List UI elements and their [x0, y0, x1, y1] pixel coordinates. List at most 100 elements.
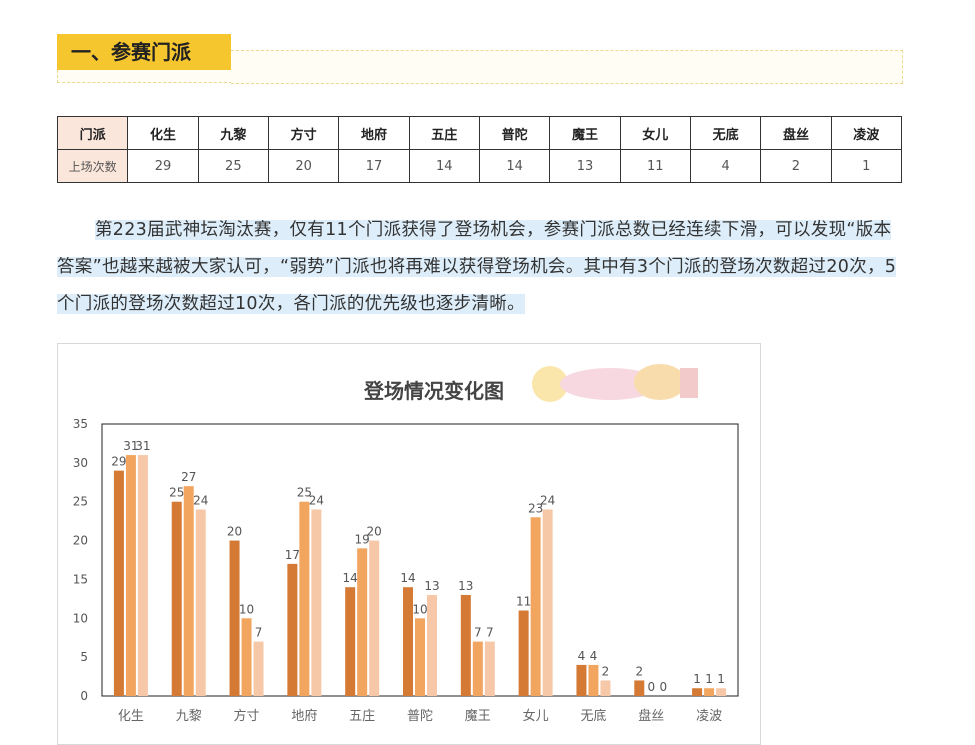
data-label: 24 — [309, 493, 324, 507]
data-label: 13 — [424, 579, 439, 593]
bar — [183, 486, 194, 696]
y-tick-label: 30 — [73, 456, 88, 470]
data-label: 25 — [169, 486, 184, 500]
watermark-shape — [560, 368, 660, 400]
data-label: 20 — [367, 525, 382, 539]
bar — [113, 470, 124, 696]
data-label: 14 — [343, 571, 358, 585]
data-label: 20 — [227, 525, 242, 539]
data-label: 29 — [111, 455, 126, 469]
data-label: 2 — [635, 664, 643, 678]
data-label: 24 — [540, 493, 555, 507]
bar — [253, 641, 264, 696]
data-label: 1 — [705, 672, 713, 686]
data-label: 24 — [193, 493, 208, 507]
watermark-mascot — [532, 366, 568, 402]
bar — [576, 664, 587, 696]
data-label: 10 — [239, 602, 254, 616]
table-header-cell: 方寸 — [267, 116, 340, 150]
chart-title: 登场情况变化图 — [363, 379, 504, 403]
x-tick-label: 凌波 — [696, 709, 722, 724]
table-cell: 11 — [619, 149, 691, 183]
watermark-shape — [680, 368, 698, 398]
table-cell: 13 — [549, 149, 621, 183]
bar — [171, 501, 182, 696]
bar — [542, 509, 553, 696]
x-tick-label: 九黎 — [176, 709, 202, 724]
x-tick-label: 化生 — [118, 709, 144, 724]
y-tick-label: 10 — [73, 611, 88, 625]
table-header-cell: 普陀 — [478, 116, 551, 150]
bar — [588, 664, 599, 696]
bar — [125, 455, 136, 696]
data-label: 1 — [717, 672, 725, 686]
table-cell: 20 — [267, 149, 340, 183]
data-label: 14 — [400, 571, 415, 585]
bar — [299, 501, 310, 696]
data-label: 11 — [516, 595, 531, 609]
table-header-cell: 盘丝 — [760, 116, 832, 150]
section-header: 一、参赛门派 — [57, 34, 903, 84]
table-header-cell: 无底 — [689, 116, 762, 150]
x-tick-label: 无底 — [580, 708, 606, 724]
table-cell: 14 — [408, 149, 480, 183]
table-header-cell: 凌波 — [830, 116, 903, 150]
table-header-cell: 五庄 — [408, 116, 480, 150]
table-cell: 25 — [197, 149, 269, 183]
table-cell: 14 — [478, 149, 551, 183]
bar — [634, 680, 645, 696]
table-cell: 29 — [127, 149, 199, 183]
sect-table: 门派 化生 九黎 方寸 地府 五庄 普陀 魔王 女儿 无底 盘丝 凌波 上场次数 29 25 20 17 1… — [56, 116, 903, 183]
table-header-cell: 女儿 — [619, 116, 691, 150]
y-tick-label: 0 — [80, 689, 88, 703]
section-decoration — [231, 50, 903, 84]
data-label: 10 — [412, 602, 427, 616]
bar — [415, 618, 425, 696]
data-label: 31 — [135, 439, 150, 453]
table-cell: 2 — [760, 149, 832, 183]
data-label: 4 — [578, 649, 586, 663]
table-header-row: 门派 化生 九黎 方寸 地府 五庄 普陀 魔王 女儿 无底 盘丝 凌波 — [56, 116, 903, 150]
bar — [530, 517, 541, 696]
bar — [195, 509, 206, 696]
data-label: 0 — [647, 680, 655, 694]
data-label: 4 — [590, 649, 598, 663]
data-label: 17 — [285, 548, 300, 562]
bar — [427, 594, 437, 696]
bar — [460, 594, 471, 696]
y-tick-label: 25 — [73, 495, 88, 509]
bar — [287, 563, 298, 696]
table-header-cell: 魔王 — [549, 116, 621, 150]
data-label: 13 — [458, 579, 473, 593]
data-label: 31 — [123, 439, 138, 453]
watermark-shape — [634, 364, 686, 400]
bar-chart: 登场情况变化图05101520253035化生293131九黎252724方寸2… — [73, 379, 739, 724]
y-tick-label: 15 — [73, 572, 88, 586]
y-tick-label: 35 — [73, 417, 88, 431]
x-tick-label: 方寸 — [234, 708, 260, 724]
x-tick-label: 地府 — [291, 709, 317, 724]
table-cell: 1 — [830, 149, 903, 183]
watermark-logo — [532, 364, 698, 402]
x-tick-label: 魔王 — [465, 709, 491, 724]
bar — [692, 688, 703, 696]
data-label: 2 — [602, 664, 610, 678]
bar — [369, 540, 380, 696]
data-label: 7 — [255, 626, 263, 640]
table-header-cell: 九黎 — [197, 116, 269, 150]
data-label: 7 — [474, 626, 482, 640]
x-tick-label: 盘丝 — [638, 708, 664, 724]
table-header-cell: 地府 — [338, 116, 410, 150]
paragraph-text: 第223届武神坛淘汰赛，仅有11个门派获得了登场机会，参赛门派总数已经连续下滑，… — [57, 220, 897, 314]
x-tick-label: 女儿 — [523, 708, 549, 724]
bar — [472, 641, 483, 696]
bar — [403, 587, 413, 696]
bar — [484, 641, 495, 696]
data-label: 1 — [693, 672, 701, 686]
section-decoration — [57, 70, 232, 83]
bar — [600, 680, 611, 696]
section-title: 一、参赛门派 — [57, 34, 231, 70]
data-label: 23 — [528, 501, 543, 515]
bar — [229, 540, 240, 696]
table-header-cell: 化生 — [127, 116, 199, 150]
